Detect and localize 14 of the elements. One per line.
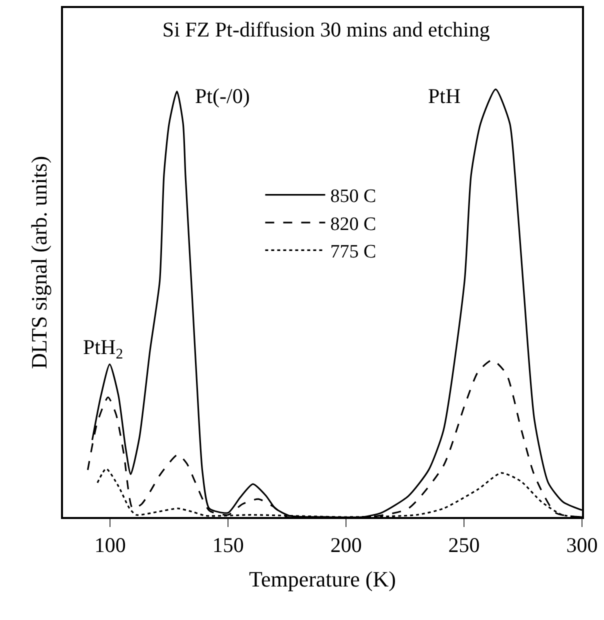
annotation: PtH [428, 84, 461, 108]
annotation: PtH$_{2}$ [83, 335, 124, 362]
x-tick-label: 300 [566, 532, 598, 557]
legend-label: 850 C [330, 186, 376, 208]
chart-title: Si FZ Pt-diffusion 30 mins and etching [162, 17, 490, 42]
x-tick-label: 200 [330, 532, 362, 557]
x-tick-label: 100 [94, 532, 126, 557]
x-tick-label: 250 [448, 532, 480, 557]
legend-label: 820 C [330, 214, 376, 235]
legend-label: 775 C [330, 242, 376, 263]
y-axis-title: DLTS signal (arb. units) [26, 156, 52, 370]
annotation: Pt(-/0) [195, 84, 250, 108]
x-axis-title: Temperature (K) [249, 566, 396, 592]
x-tick-label: 150 [212, 532, 244, 557]
